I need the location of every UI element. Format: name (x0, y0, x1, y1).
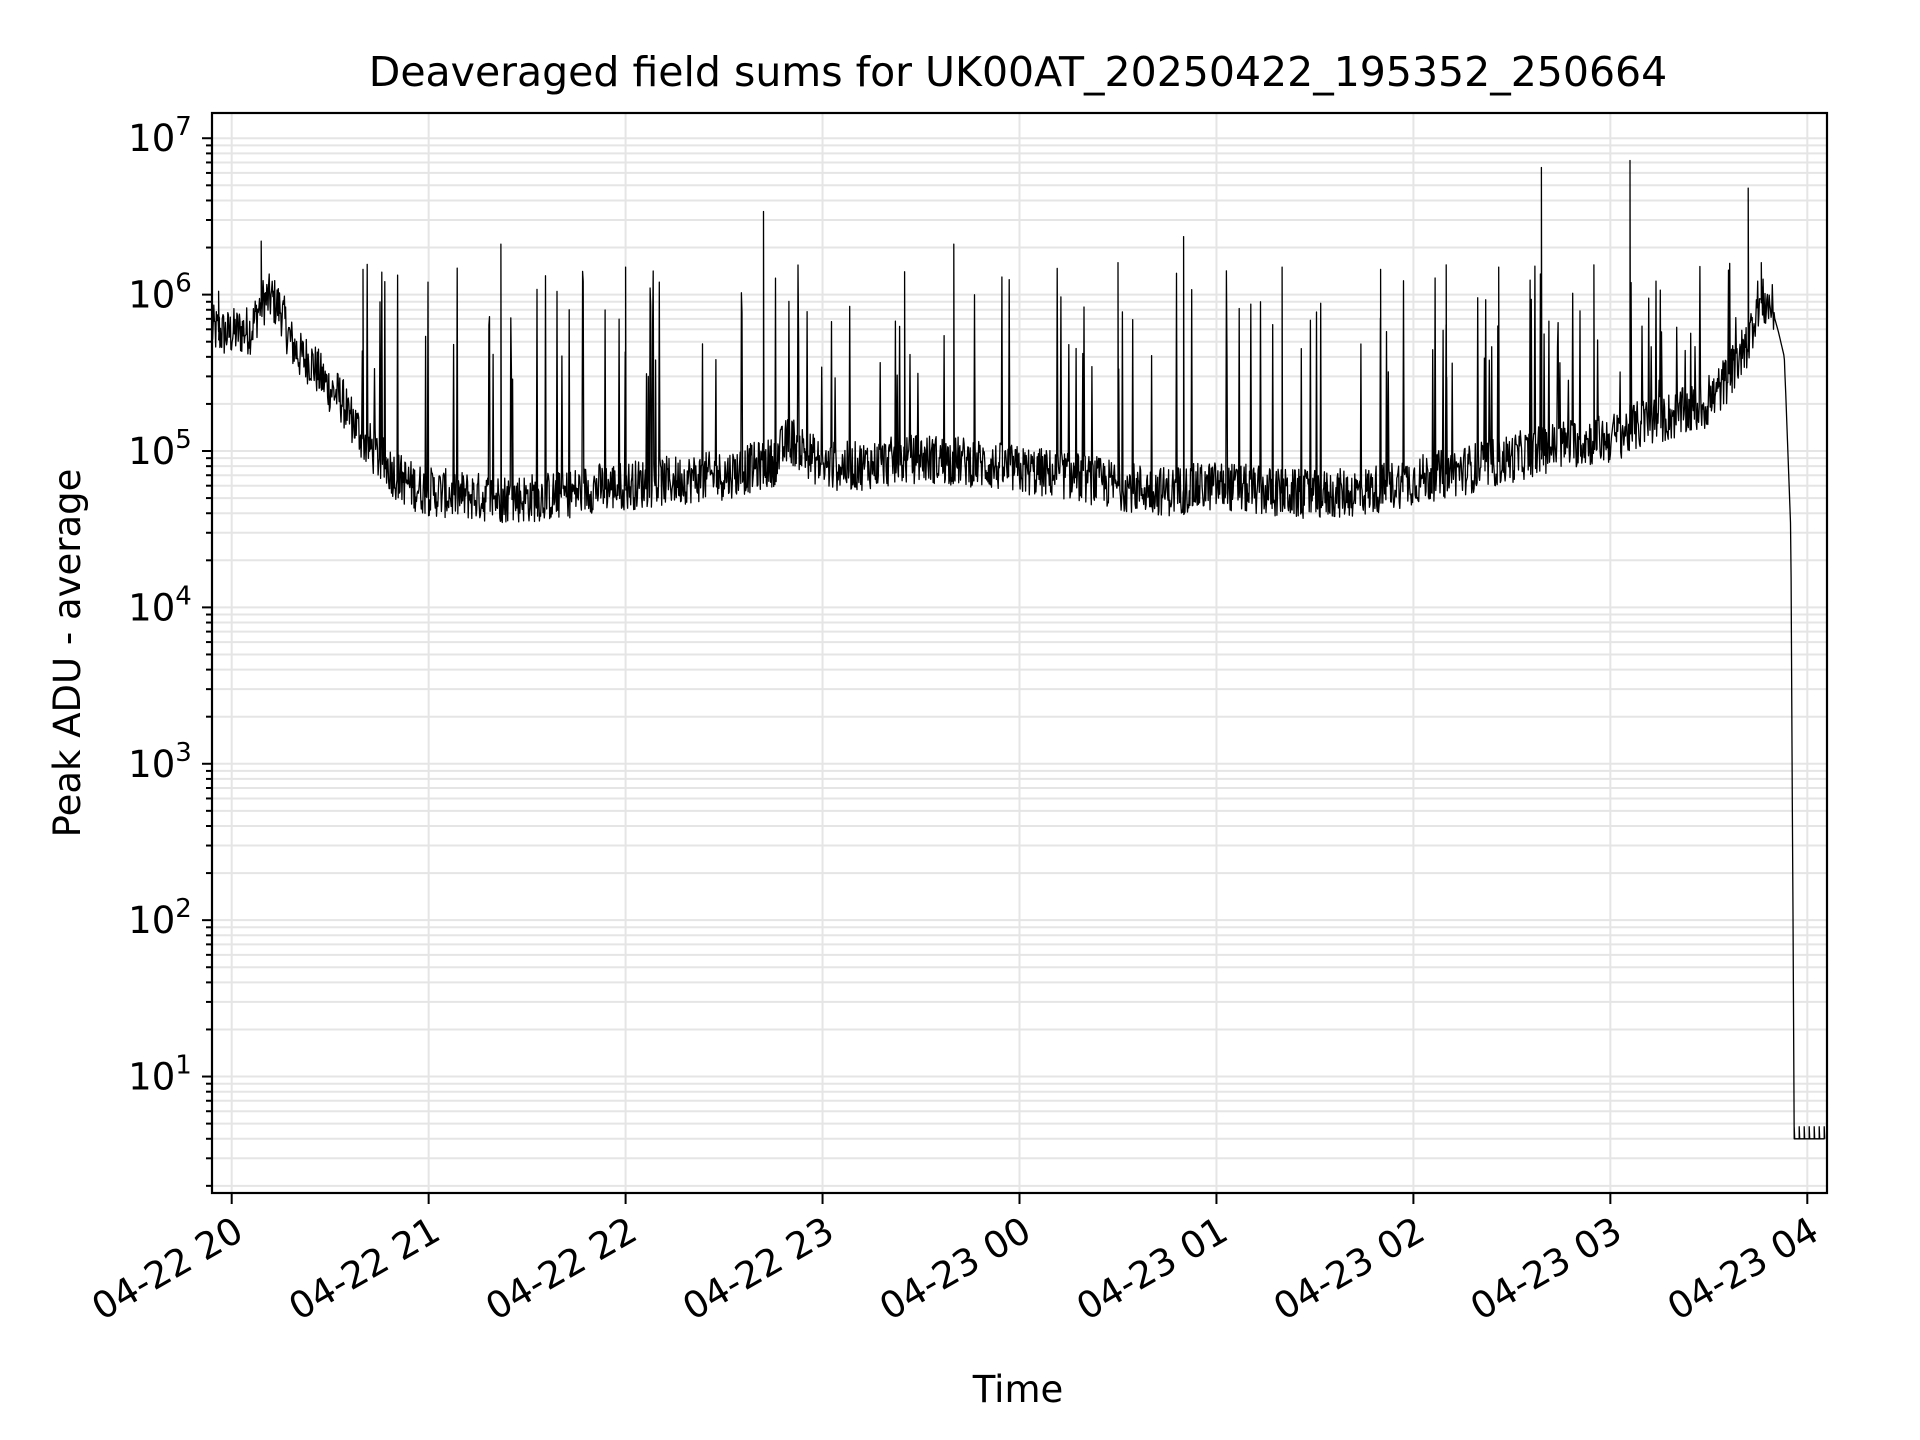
y-tick-label: 106 (128, 269, 192, 317)
chart-title: Deaveraged field sums for UK00AT_2025042… (369, 48, 1667, 96)
grid (212, 113, 1827, 1193)
y-tick-label: 101 (128, 1051, 192, 1099)
y-tick-label: 102 (128, 894, 192, 942)
plot-area (211, 159, 1826, 1140)
y-axis: 101 102 103 104 105 106 107 (128, 112, 212, 1187)
y-tick-label: 103 (128, 738, 192, 786)
x-axis-label: Time (972, 1368, 1064, 1411)
y-tick-label: 104 (128, 581, 192, 629)
y-tick-label: 105 (128, 425, 192, 473)
y-tick-label: 107 (128, 112, 192, 160)
series-line (211, 159, 1826, 1140)
y-axis-label: Peak ADU - average (46, 469, 89, 838)
